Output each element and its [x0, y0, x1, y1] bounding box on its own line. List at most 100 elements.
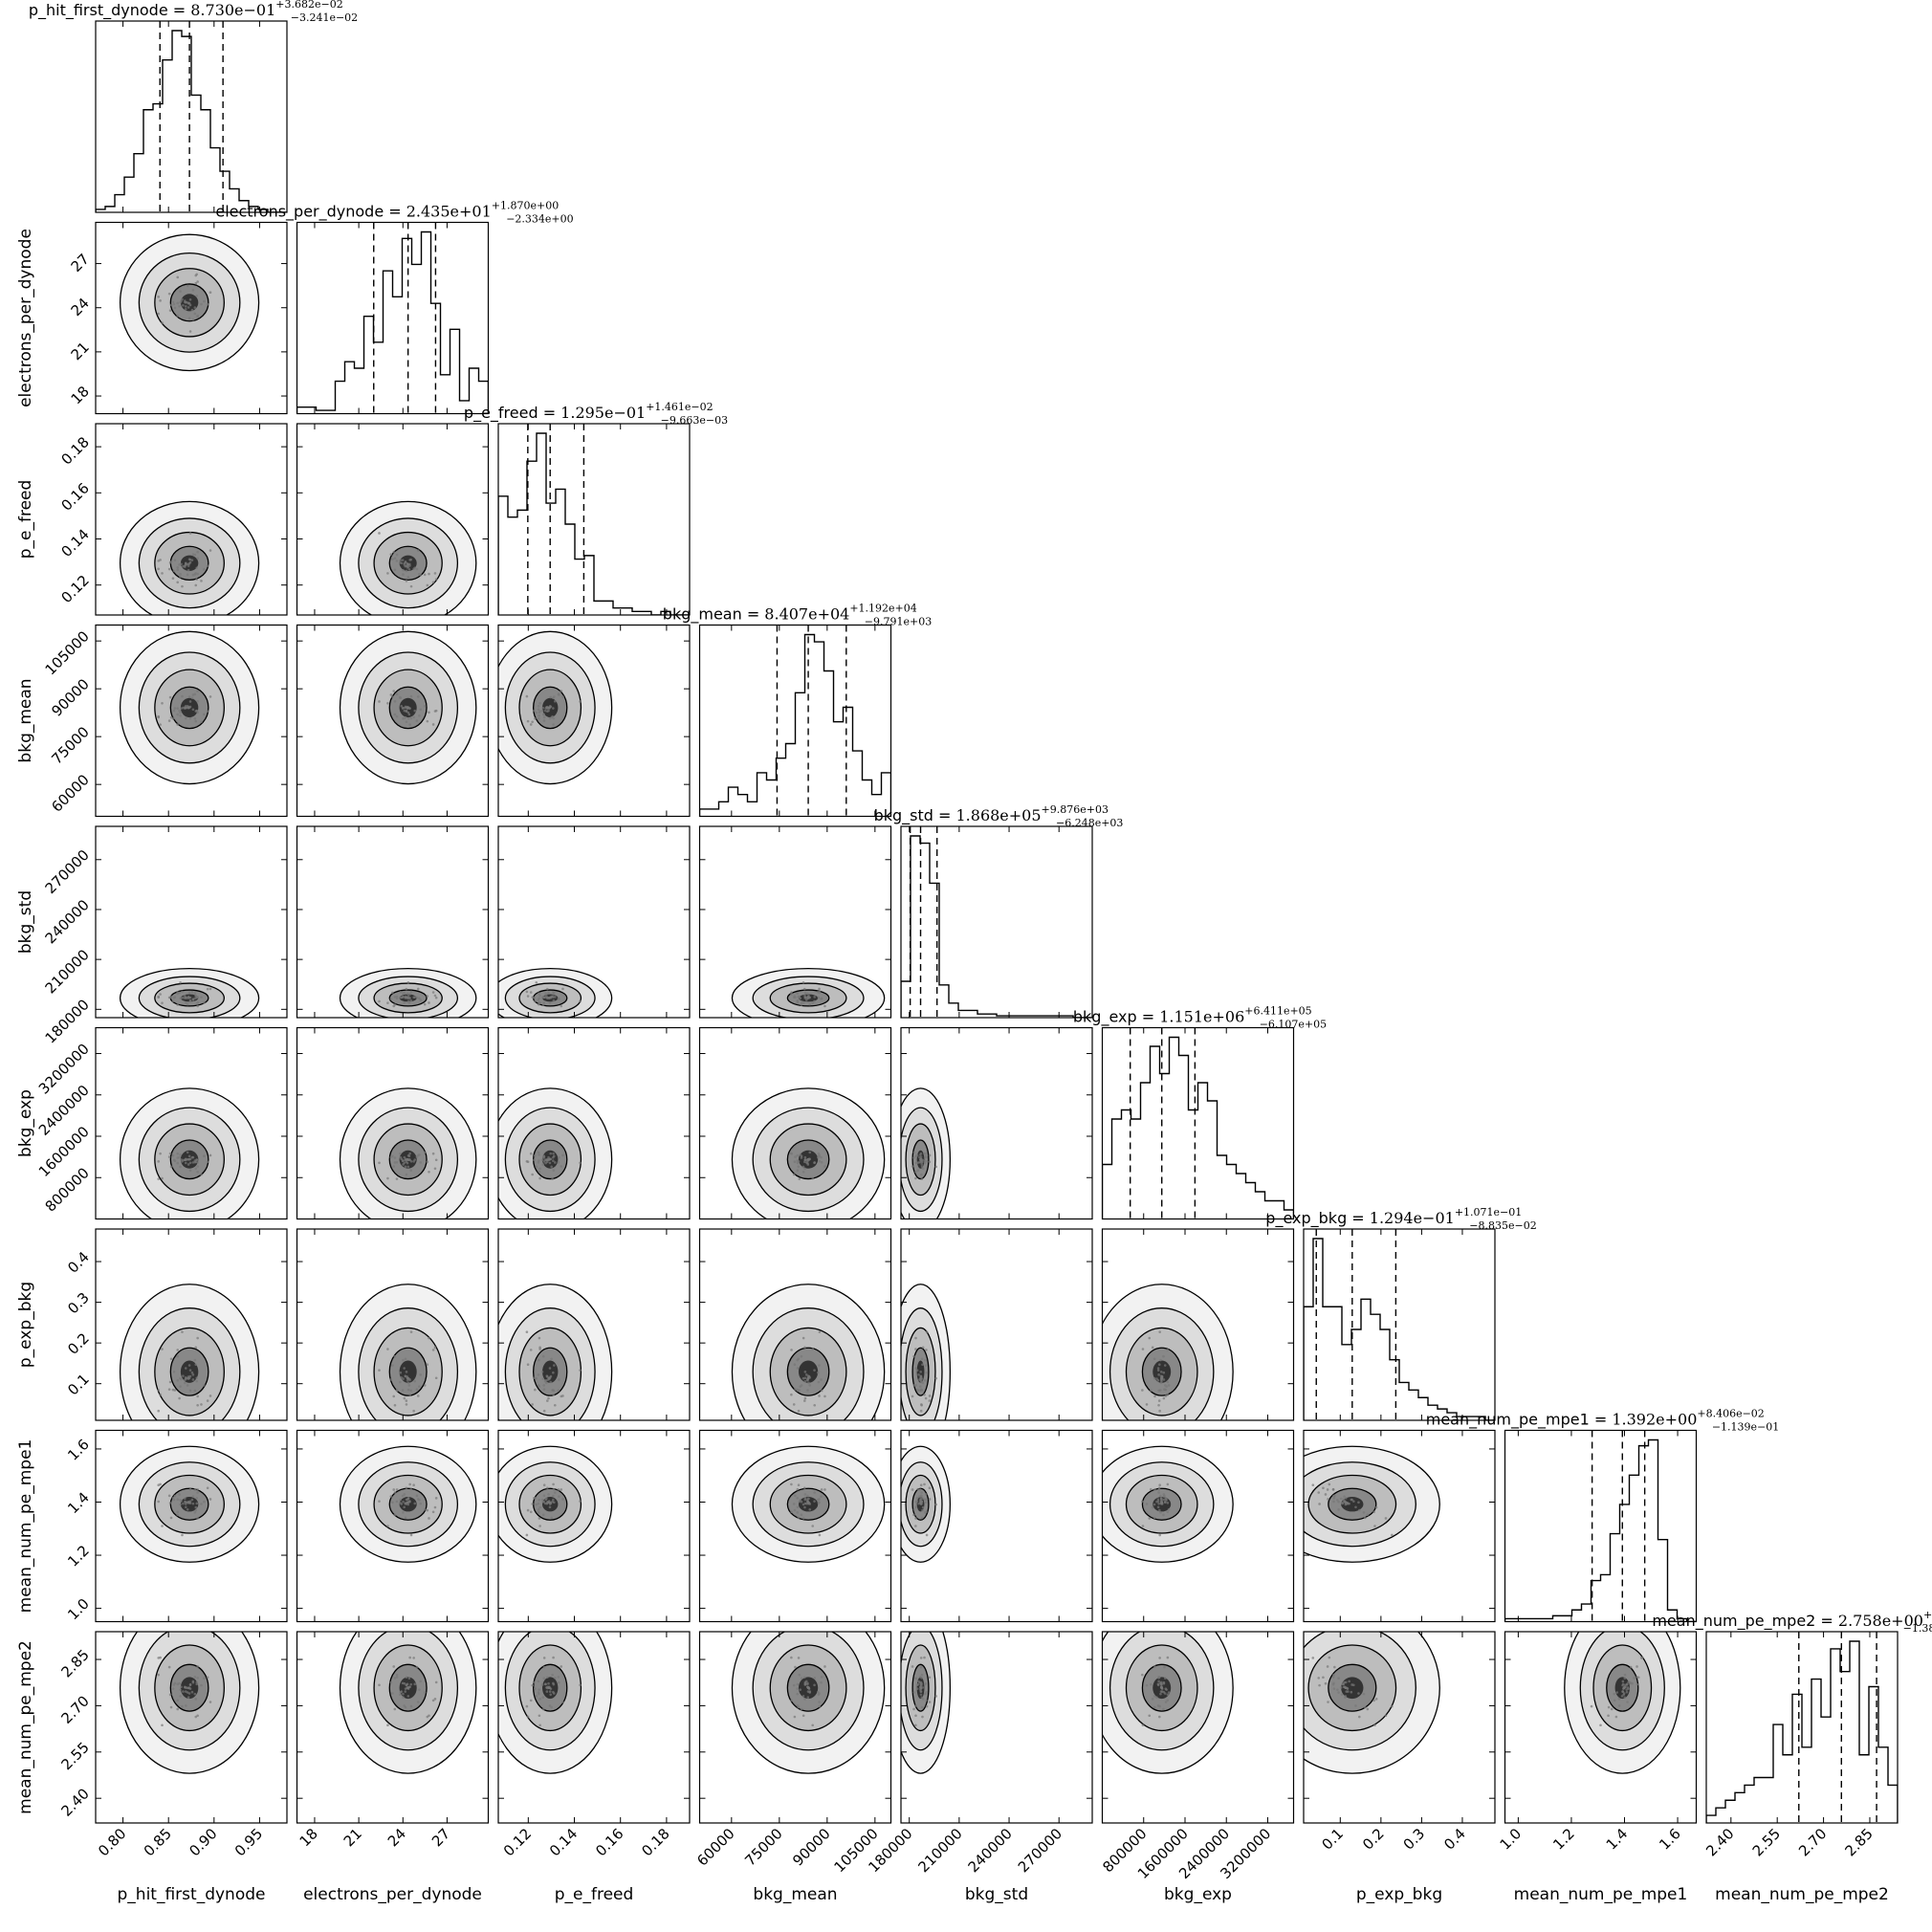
density-contour: [498, 967, 613, 1018]
x-tick-label: 0.12: [500, 1825, 535, 1859]
sample-point: [184, 1378, 187, 1382]
sample-point: [200, 996, 203, 999]
scatter-p_e_freed-vs-bkg_std: [497, 825, 691, 1019]
sample-point: [533, 1680, 536, 1684]
sample-point: [195, 1379, 199, 1383]
sample-point: [405, 1371, 408, 1373]
sample-point: [399, 1371, 403, 1374]
panel-frame: [95, 1429, 288, 1623]
sample-point: [190, 990, 194, 994]
sample-point: [796, 1487, 800, 1491]
sample-point: [806, 1389, 809, 1392]
sample-point: [157, 1500, 161, 1504]
scatter-bkg_exp-vs-p_exp_bkg: [1101, 1228, 1295, 1421]
sample-point: [1166, 1510, 1170, 1514]
sample-point: [579, 700, 582, 703]
sample-point: [552, 1498, 555, 1502]
sample-point: [552, 1393, 555, 1396]
histogram-bkg_mean: bkg_mean = 8.407e+04+1.192e+04 −9.791e+03: [663, 603, 932, 818]
sample-point: [187, 317, 191, 319]
sample-point: [1613, 1699, 1616, 1702]
sample-point: [195, 566, 199, 570]
sample-point: [408, 1378, 411, 1382]
y-axis-label: bkg_exp: [16, 1089, 35, 1157]
sample-point: [1157, 1677, 1160, 1680]
sample-point: [537, 704, 540, 708]
sample-point: [185, 1686, 188, 1690]
sample-point: [924, 1364, 928, 1367]
sample-point: [402, 1358, 405, 1362]
x-axis-label: electrons_per_dynode: [303, 1885, 482, 1904]
sample-point: [389, 1495, 393, 1498]
sample-point: [157, 1673, 161, 1677]
sample-point: [1332, 1673, 1335, 1677]
sample-point: [542, 1665, 546, 1669]
sample-point: [557, 1488, 560, 1491]
sample-point: [1363, 1516, 1367, 1520]
sample-point: [542, 1409, 546, 1413]
sample-point: [579, 1683, 582, 1687]
sample-point: [1164, 1701, 1168, 1703]
sample-point: [378, 1500, 381, 1503]
sample-point: [182, 1374, 185, 1377]
sample-point: [180, 1158, 183, 1161]
panel-frame: [95, 1228, 288, 1421]
sample-point: [548, 716, 552, 720]
density-contour: [339, 1445, 477, 1563]
sample-point: [553, 1501, 556, 1504]
sample-point: [412, 1483, 415, 1487]
sample-point: [403, 716, 406, 720]
sample-point: [541, 1696, 545, 1700]
sample-point: [395, 1389, 399, 1393]
sample-point: [920, 1491, 923, 1494]
sample-point: [914, 1154, 917, 1158]
sample-point: [1636, 1676, 1638, 1679]
sample-point: [406, 711, 410, 714]
sample-point: [806, 992, 809, 996]
sample-point: [161, 702, 164, 705]
sample-point: [552, 716, 556, 720]
sample-point: [914, 1714, 917, 1718]
density-contour: [154, 268, 225, 338]
sample-point: [168, 1502, 172, 1504]
sample-point: [193, 992, 197, 995]
sample-point: [378, 532, 381, 535]
sample-point: [172, 302, 176, 306]
sample-point: [415, 567, 419, 571]
sample-point: [553, 1364, 556, 1367]
sample-point: [914, 1348, 917, 1350]
scatter-p_e_freed-vs-bkg_mean: [497, 624, 691, 818]
sample-point: [800, 1003, 803, 1006]
sample-point: [923, 1498, 927, 1502]
sample-point: [187, 695, 191, 698]
sample-point: [526, 995, 530, 998]
sample-point: [553, 1154, 556, 1158]
sample-point: [203, 713, 206, 716]
sample-point: [176, 301, 180, 305]
sample-point: [405, 720, 408, 724]
sample-point: [195, 1682, 199, 1686]
sample-point: [543, 996, 547, 999]
sample-point: [1348, 1680, 1350, 1683]
sample-point: [801, 1336, 805, 1340]
sample-point: [392, 1165, 396, 1168]
sample-point: [1163, 1500, 1167, 1504]
sample-point: [1344, 1497, 1348, 1500]
sample-point: [433, 994, 437, 998]
sample-point: [538, 1525, 541, 1527]
x-tick-label: 270000: [1015, 1825, 1065, 1876]
sample-point: [790, 1349, 793, 1351]
density-contour: [533, 1663, 568, 1712]
sample-point: [531, 1403, 534, 1406]
histogram-bkg_exp: bkg_exp = 1.151e+06+6.411e+05 −6.107e+05: [1073, 1005, 1327, 1220]
sample-point: [553, 1677, 557, 1680]
sample-point: [1343, 1495, 1346, 1498]
x-tick-label: 0.14: [546, 1825, 581, 1859]
panel-frame: [1504, 1429, 1698, 1623]
density-contour: [119, 500, 260, 615]
x-tick-label: 0.85: [141, 1825, 175, 1859]
density-contour: [119, 1632, 260, 1774]
sample-point: [186, 1384, 189, 1387]
density-contour: [373, 1644, 443, 1732]
sample-point: [185, 997, 188, 999]
